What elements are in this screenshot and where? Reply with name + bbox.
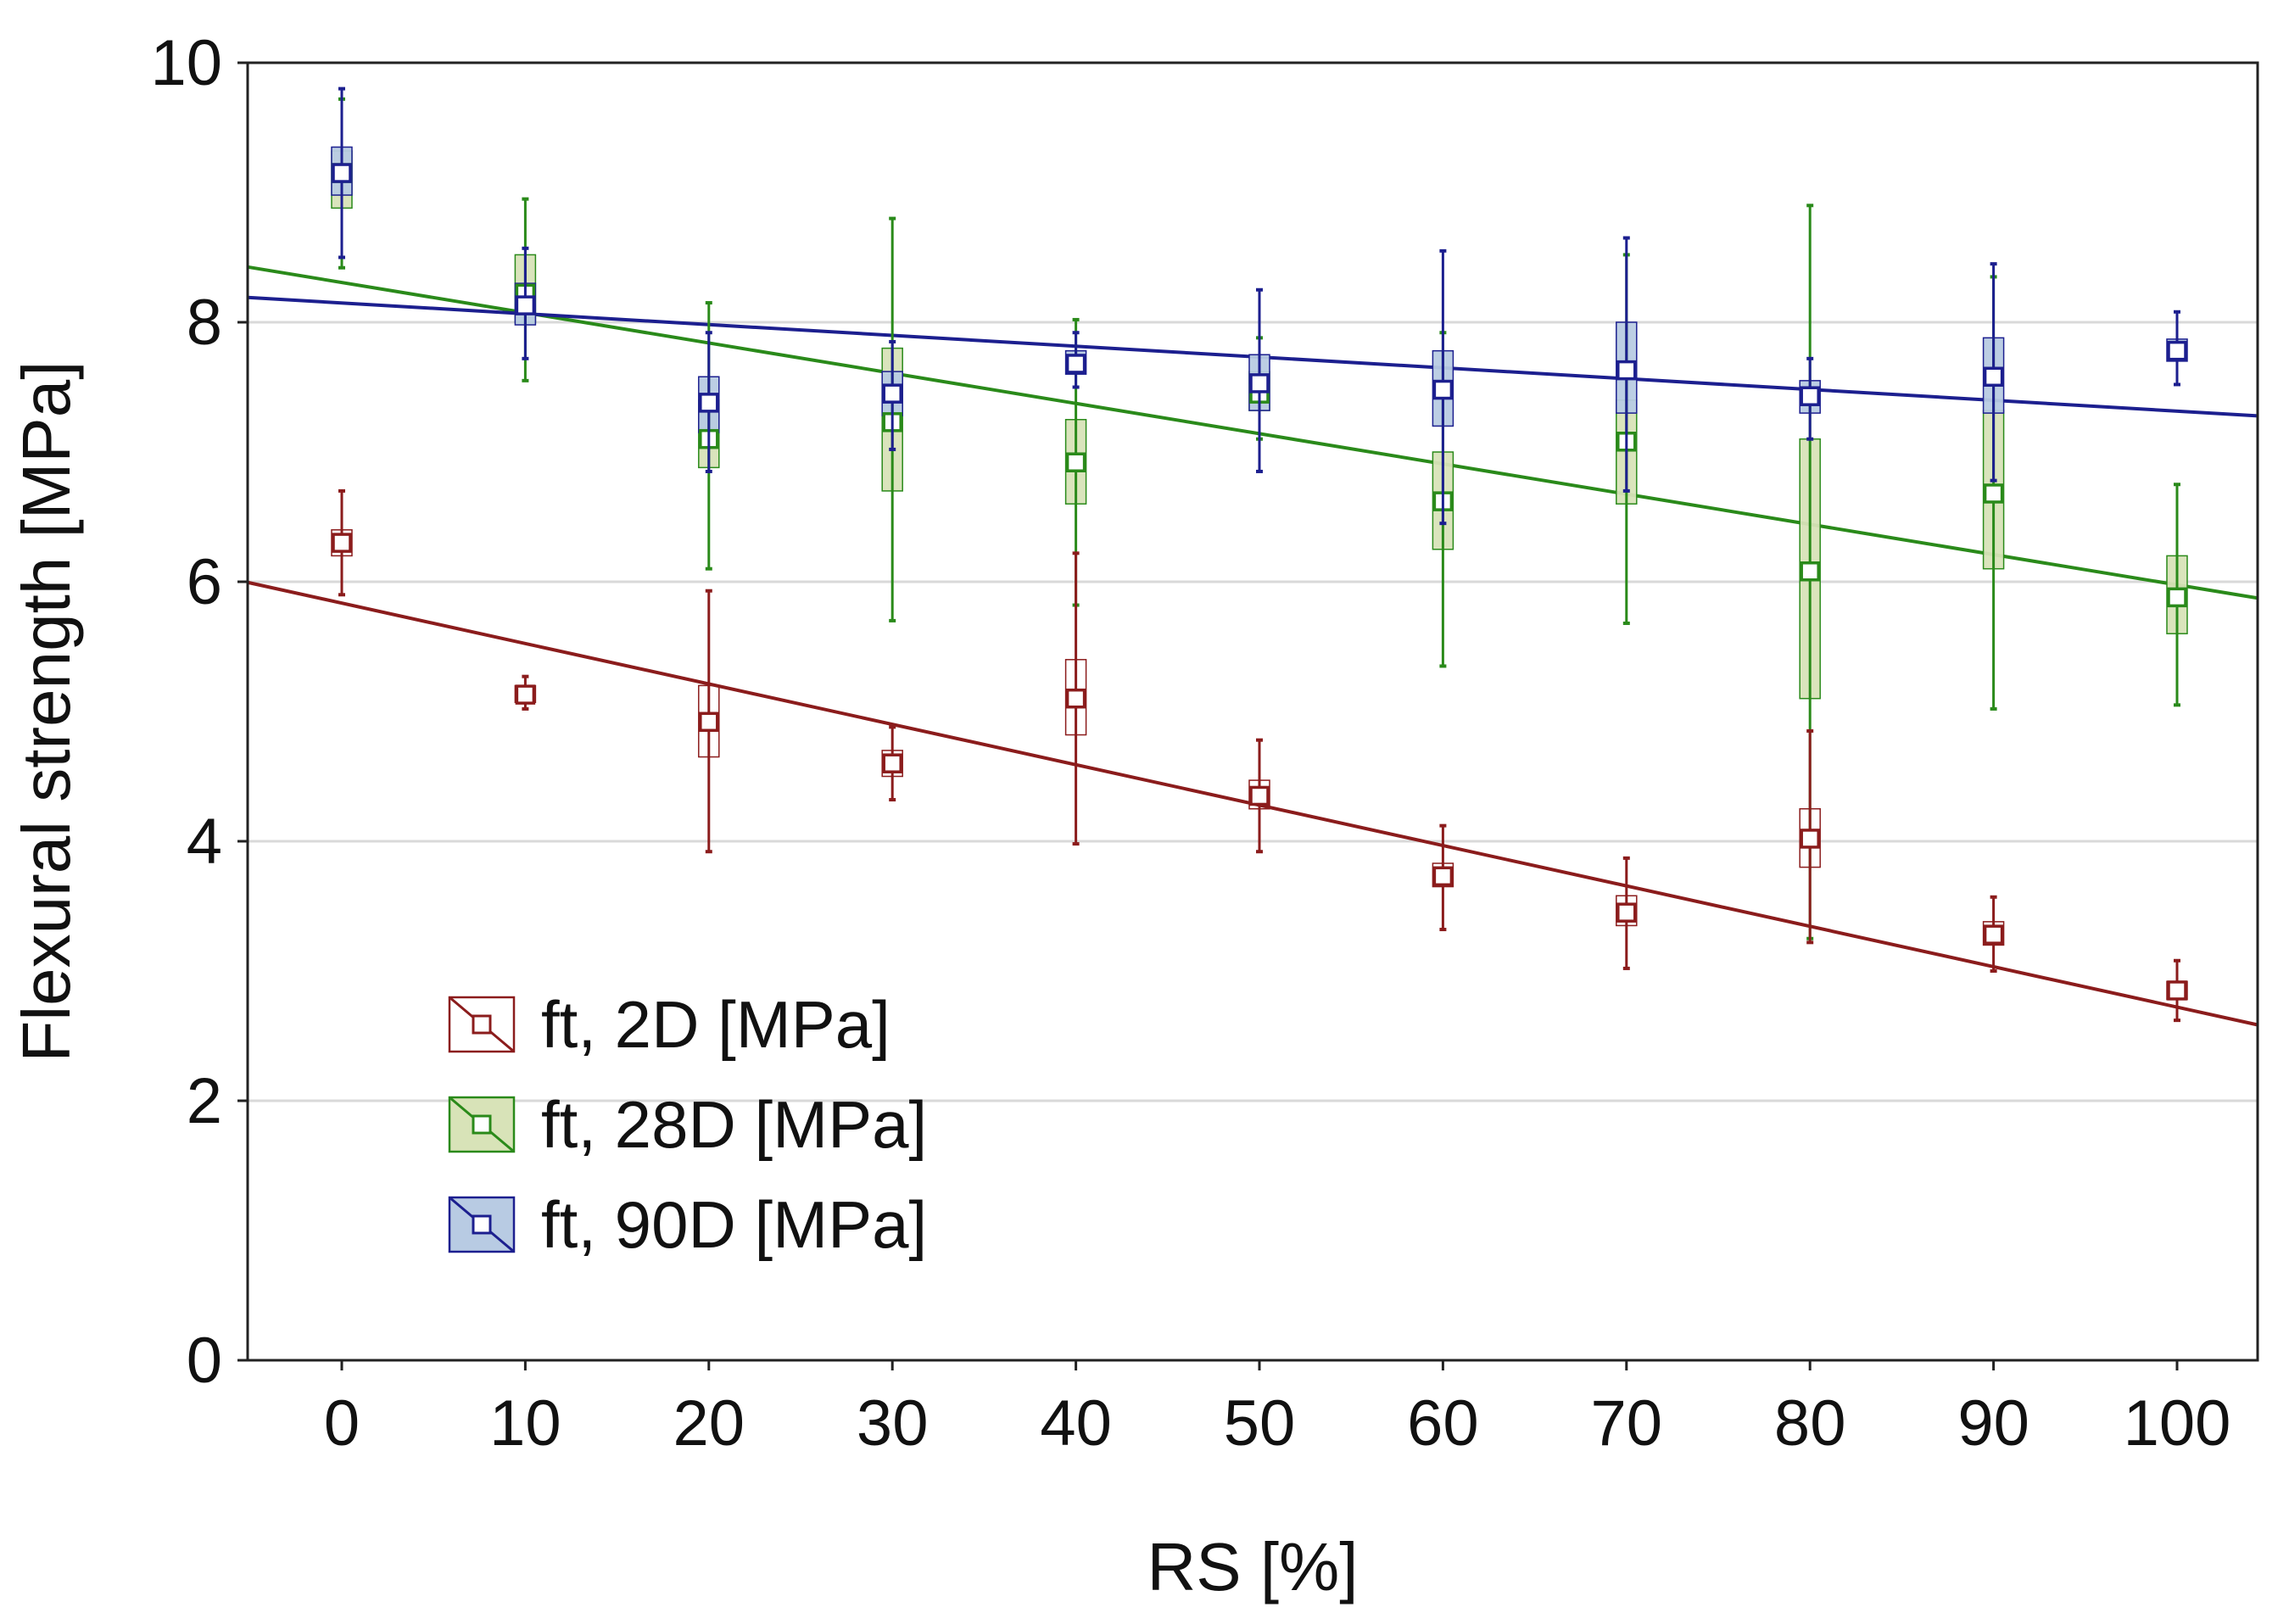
mean-marker-series-2-x-40 [1065, 354, 1086, 374]
mean-marker-series-1-x-40 [1065, 452, 1086, 472]
mean-marker-series-1-x-100 [2167, 587, 2187, 608]
mean-marker-series-0-x-40 [1065, 688, 1086, 709]
mean-marker-series-2-x-90 [1983, 366, 2004, 388]
legend-swatch-series-0 [448, 996, 516, 1053]
x-tick-label-80: 80 [1774, 1387, 1846, 1459]
legend-label-series-1: ft, 28D [MPa] [541, 1087, 927, 1162]
x-tick-label-70: 70 [1591, 1387, 1663, 1459]
mean-marker-series-0-x-0 [332, 533, 352, 553]
mean-marker-series-0-x-10 [515, 684, 536, 705]
x-tick-label-0: 0 [324, 1387, 360, 1459]
grid-layer [248, 321, 2258, 1102]
y-tick-label-2: 2 [187, 1065, 222, 1137]
mean-marker-series-2-x-10 [515, 295, 536, 315]
y-axis-ticks: 0 2 4 6 8 10 [150, 27, 248, 1397]
x-axis-label: RS [%] [1147, 1529, 1359, 1604]
mean-marker-series-0-x-20 [699, 712, 719, 732]
mean-marker-series-0-x-100 [2167, 980, 2187, 1001]
mean-marker-series-1-x-90 [1983, 483, 2004, 504]
mean-marker-series-0-x-80 [1800, 829, 1820, 849]
mean-marker-series-2-x-60 [1432, 379, 1454, 400]
mean-marker-series-0-x-50 [1249, 785, 1270, 806]
mean-marker-series-2-x-70 [1616, 360, 1637, 381]
x-tick-label-60: 60 [1407, 1387, 1479, 1459]
mean-marker-series-0-x-60 [1432, 866, 1454, 887]
mean-marker-series-2-x-100 [2167, 340, 2187, 361]
mean-marker-series-2-x-0 [332, 163, 352, 183]
x-tick-label-30: 30 [857, 1387, 929, 1459]
y-tick-label-6: 6 [187, 546, 222, 618]
mean-marker-series-2-x-30 [882, 383, 902, 404]
mean-marker-series-2-x-50 [1249, 373, 1270, 393]
mean-marker-series-0-x-70 [1616, 902, 1637, 923]
x-tick-label-10: 10 [489, 1387, 561, 1459]
mean-marker-series-2-x-80 [1800, 386, 1820, 406]
x-tick-label-50: 50 [1224, 1387, 1296, 1459]
x-tick-label-40: 40 [1040, 1387, 1112, 1459]
y-tick-label-10: 10 [150, 27, 222, 99]
y-axis-label: Flexural strength [MPa] [8, 361, 84, 1063]
mean-marker-series-0-x-30 [882, 753, 902, 773]
y-tick-label-0: 0 [187, 1325, 222, 1397]
legend-label-series-0: ft, 2D [MPa] [541, 987, 890, 1062]
x-tick-label-90: 90 [1957, 1387, 2029, 1459]
x-tick-label-20: 20 [673, 1387, 745, 1459]
x-axis-ticks: 0 10 20 30 40 50 60 70 80 90 100 [324, 1360, 2231, 1459]
legend-label-series-2: ft, 90D [MPa] [541, 1187, 927, 1262]
fit-line-series-1 [247, 265, 2258, 600]
x-tick-label-100: 100 [2124, 1387, 2231, 1459]
mean-marker-series-1-x-80 [1800, 561, 1820, 582]
box-plots-layer [331, 87, 2188, 1023]
mean-marker-series-2-x-20 [699, 393, 719, 413]
y-tick-label-8: 8 [187, 287, 222, 359]
legend: ft, 2D [MPa] ft, 28D [MPa] ft, 90D [MPa] [448, 987, 927, 1262]
mean-marker-series-0-x-90 [1983, 924, 2004, 945]
legend-marker-series-2 [472, 1214, 492, 1235]
legend-marker-series-1 [472, 1114, 492, 1135]
y-tick-label-4: 4 [187, 806, 222, 878]
legend-marker-series-0 [472, 1014, 492, 1035]
plot-frame [246, 61, 2259, 1362]
